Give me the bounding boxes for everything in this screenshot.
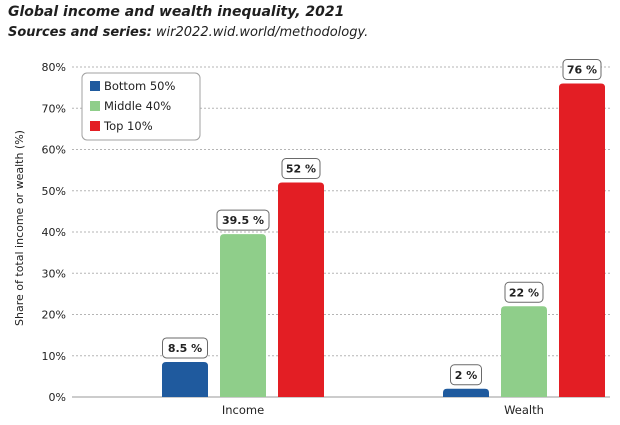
data-label: 39.5 %	[222, 214, 264, 227]
bar	[559, 83, 605, 397]
bar	[501, 306, 547, 397]
y-tick-label: 20%	[42, 309, 66, 322]
legend-swatch	[90, 101, 100, 111]
legend-swatch	[90, 121, 100, 131]
legend: Bottom 50% Middle 40% Top 10%	[81, 72, 201, 141]
y-tick-label: 0%	[49, 391, 66, 404]
data-label-box	[450, 364, 482, 386]
subtitle-source: wir2022.wid.world/methodology.	[151, 25, 369, 40]
y-tick-label: 60%	[42, 144, 66, 157]
y-tick-label: 40%	[42, 226, 66, 239]
data-label-box	[162, 337, 208, 359]
data-label-box	[216, 209, 270, 231]
data-label: 8.5 %	[168, 342, 202, 355]
data-label: 76 %	[567, 64, 597, 77]
legend-label: Middle 40%	[104, 99, 171, 113]
bar	[220, 234, 266, 397]
x-category-label: Income	[222, 403, 264, 417]
x-category-label: Wealth	[504, 403, 544, 417]
y-tick-label: 30%	[42, 267, 66, 280]
y-axis-title: Share of total income or wealth (%)	[13, 130, 26, 326]
bars	[162, 83, 605, 397]
legend-box	[81, 72, 201, 141]
chart-title: Global income and wealth inequality, 202…	[8, 4, 345, 20]
chart-subtitle: Sources and series: wir2022.wid.world/me…	[8, 25, 368, 40]
x-axis-labels: Income Wealth	[222, 403, 544, 417]
y-axis-ticks: 0% 10% 20% 30% 40% 50% 60% 70% 80%	[42, 61, 66, 404]
data-label-box	[281, 158, 321, 179]
subtitle-lead: Sources and series:	[8, 25, 152, 40]
y-tick-label: 80%	[42, 61, 66, 74]
data-label-box	[504, 281, 544, 303]
y-tick-label: 50%	[42, 185, 66, 198]
y-tick-label: 70%	[42, 102, 66, 115]
legend-label: Bottom 50%	[104, 79, 175, 93]
data-label-box	[562, 59, 602, 80]
bar	[162, 361, 208, 397]
legend-swatch	[90, 81, 100, 91]
gridlines	[72, 66, 610, 398]
data-label: 2 %	[455, 369, 478, 382]
bar	[278, 182, 324, 397]
data-label: 22 %	[509, 286, 539, 299]
y-tick-label: 10%	[42, 350, 66, 363]
legend-label: Top 10%	[103, 119, 153, 133]
data-labels: 8.5 % 39.5 % 52 % 2 % 22 % 76 %	[162, 59, 602, 386]
data-label: 52 %	[286, 163, 316, 176]
bar	[443, 388, 489, 397]
